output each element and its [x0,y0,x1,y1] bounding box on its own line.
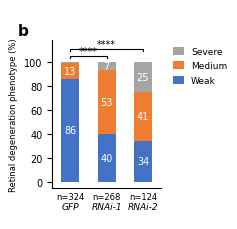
Text: ****: **** [79,46,98,57]
Text: 7: 7 [104,62,110,72]
Text: RNAi-2: RNAi-2 [128,202,158,211]
Bar [61,64,79,79]
Text: 40: 40 [100,153,113,163]
Text: 25: 25 [137,73,149,82]
Text: RNAi-1: RNAi-1 [91,202,122,211]
Text: ****: **** [97,39,116,49]
Bar [134,141,152,182]
Text: 53: 53 [100,98,113,108]
Text: n=124: n=124 [129,193,157,202]
Text: GFP: GFP [62,202,79,211]
Legend: Severe, Medium, Weak: Severe, Medium, Weak [171,46,229,87]
Text: 86: 86 [64,126,77,136]
Text: 41: 41 [137,112,149,122]
Bar [134,63,152,93]
Bar [98,134,116,182]
Text: n=268: n=268 [92,193,121,202]
Text: 13: 13 [64,67,77,76]
Bar [134,93,152,141]
Bar [98,63,116,71]
Text: n=324: n=324 [56,193,84,202]
Text: 34: 34 [137,157,149,166]
Bar [61,63,79,64]
Bar [61,79,79,182]
Text: b: b [17,24,28,38]
Bar [98,71,116,134]
Y-axis label: Retinal degeneration phenotype (%): Retinal degeneration phenotype (%) [9,38,18,191]
